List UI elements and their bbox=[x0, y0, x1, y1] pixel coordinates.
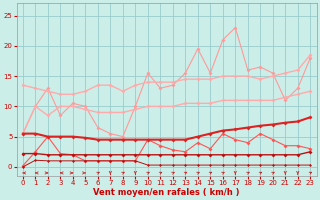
X-axis label: Vent moyen/en rafales ( km/h ): Vent moyen/en rafales ( km/h ) bbox=[93, 188, 240, 197]
